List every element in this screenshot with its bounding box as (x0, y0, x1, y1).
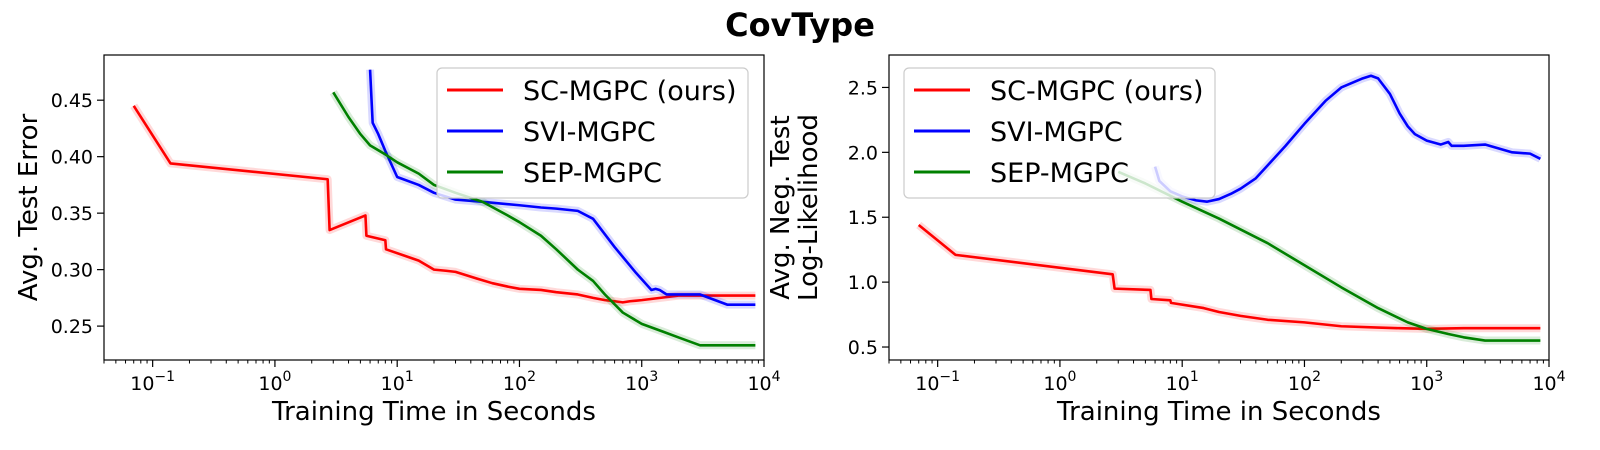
y-tick-label: 2.5 (848, 77, 878, 99)
legend-label: SC-MGPC (ours) (990, 76, 1204, 107)
y-tick-label: 1.0 (848, 272, 878, 294)
y-tick-label: 1.5 (848, 207, 878, 229)
legend-label: SVI-MGPC (990, 117, 1123, 148)
series-line-1 (1153, 74, 1541, 203)
x-tick-label: 10−1 (915, 369, 960, 395)
y-axis-label: Avg. Test Error (14, 113, 44, 301)
x-tick-label: 100 (1043, 369, 1076, 395)
chart-neg-log-likelihood: 10−1 100 101 102 103 104 0.5 1.0 1.5 2.0 2.5 Traini… (766, 54, 1566, 427)
y-tick-label: 0.40 (51, 147, 93, 169)
x-tick-label: 103 (1410, 369, 1443, 395)
y-tick-label: 0.35 (51, 203, 93, 225)
legend: SC-MGPC (ours) SVI-MGPC SEP-MGPC (436, 67, 749, 199)
legend: SC-MGPC (ours) SVI-MGPC SEP-MGPC (903, 67, 1216, 199)
x-axis-label: Training Time in Seconds (271, 397, 596, 427)
series-line-0 (132, 105, 756, 304)
x-tick-label: 102 (1288, 369, 1321, 395)
series-line-2 (1117, 170, 1541, 342)
chart-test-error: 10−1 100 101 102 103 104 0.25 0.30 0.35 0.40 0.45 T… (14, 54, 781, 427)
y-axis-label: Log-Likelihood (794, 114, 824, 301)
y-tick-label: 0.30 (51, 260, 93, 282)
x-tick-label: 104 (1532, 369, 1565, 395)
series-line-2 (332, 91, 756, 347)
y-axis-label: Avg. Neg. Test (766, 115, 796, 299)
series-line-1 (368, 69, 756, 306)
y-tick-label: 0.45 (51, 90, 93, 112)
legend-label: SEP-MGPC (990, 158, 1129, 189)
legend-label: SEP-MGPC (523, 158, 662, 189)
y-tick-label: 0.5 (848, 337, 878, 359)
x-tick-label: 101 (1166, 369, 1199, 395)
x-tick-label: 10−1 (130, 369, 175, 395)
legend-box (903, 67, 1216, 199)
series-line-0 (917, 224, 1541, 331)
figure-title: CovType (725, 6, 875, 44)
x-tick-label: 102 (503, 369, 536, 395)
x-tick-label: 100 (258, 369, 291, 395)
y-tick-label: 0.25 (51, 316, 93, 338)
y-tick-label: 2.0 (848, 142, 878, 164)
x-tick-label: 101 (381, 369, 414, 395)
legend-label: SC-MGPC (ours) (523, 76, 737, 107)
x-tick-label: 103 (625, 369, 658, 395)
legend-label: SVI-MGPC (523, 117, 656, 148)
legend-box (436, 67, 749, 199)
x-axis-label: Training Time in Seconds (1056, 397, 1381, 427)
x-tick-label: 104 (747, 369, 780, 395)
